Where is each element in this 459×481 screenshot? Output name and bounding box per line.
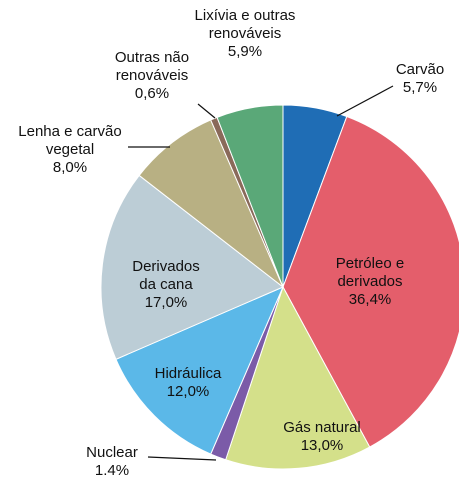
slice-label: Carvão 5,7% [396,61,444,96]
slice-label: Lixívia e outras renováveis 5,9% [195,7,296,60]
pie-slice [100,174,284,360]
value-label: 8,0% [53,159,87,176]
label-line: Gás natural [283,419,361,436]
label-line: vegetal [46,141,94,158]
label-line: Lenha e carvão [18,123,121,140]
leader-line [336,85,394,117]
value-label: 5,7% [403,79,437,96]
leader-line [147,456,217,461]
slice-label: Nuclear 1.4% [86,444,138,479]
slice-label: Lenha e carvão vegetal 8,0% [18,123,121,176]
label-line: Hidráulica [155,365,222,382]
value-label: 17,0% [145,294,188,311]
leader-line [197,103,216,119]
value-label: 13,0% [301,437,344,454]
pie-slice [138,119,284,288]
pie-slice [282,115,459,448]
label-line: Lixívia e outras [195,7,296,24]
value-label: 36,4% [349,291,392,308]
label-line: derivados [337,273,402,290]
label-line: da cana [139,276,193,293]
pie-slice [115,286,284,455]
label-line: renováveis [209,25,282,42]
label-line: Nuclear [86,444,138,461]
slice-label: Petróleo e derivados 36,4% [336,255,404,308]
slice-label: Outras não renováveis 0,6% [115,49,189,102]
value-label: 12,0% [167,383,210,400]
pie-slice [225,285,371,470]
label-line: Outras não [115,49,189,66]
value-label: 0,6% [135,85,169,102]
value-label: 5,9% [228,43,262,60]
slice-label: Hidráulica 12,0% [155,365,222,400]
label-line: Carvão [396,61,444,78]
label-line: renováveis [116,67,189,84]
slice-label: Derivados da cana 17,0% [132,258,200,311]
pie-slice [216,104,284,288]
label-line: Petróleo e [336,255,404,272]
label-line: Derivados [132,258,200,275]
value-label: 1.4% [95,462,129,479]
slice-label: Gás natural 13,0% [283,419,361,454]
